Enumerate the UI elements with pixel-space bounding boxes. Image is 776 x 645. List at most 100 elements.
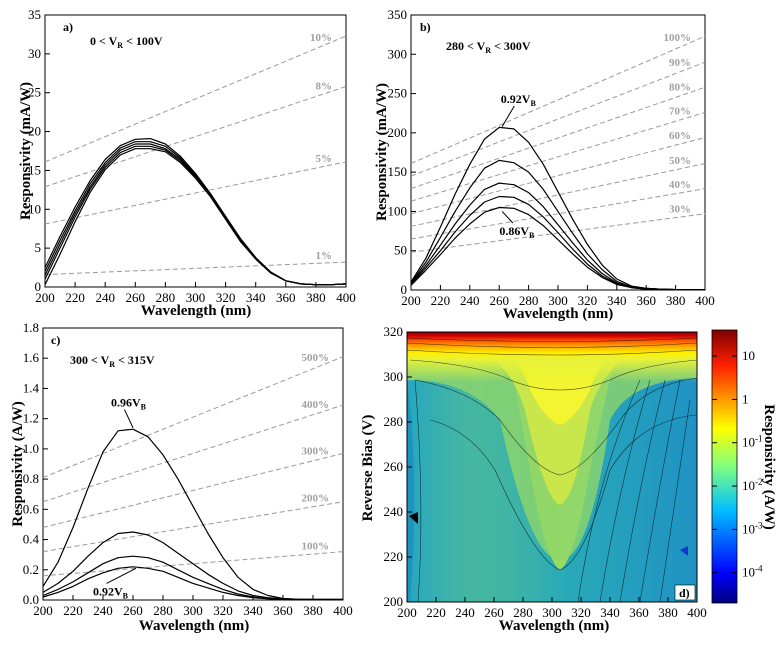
colorbar-tick-label: 10-3 bbox=[742, 520, 763, 536]
panel-d-colorbar: 10 1 10-1 10-2 10-3 10-4 Responsivity (A/W) bbox=[711, 329, 776, 604]
qe-line bbox=[42, 551, 344, 577]
y-tick-label: 300 bbox=[388, 46, 408, 61]
x-tick-label: 320 bbox=[578, 293, 598, 308]
panel-a-curves bbox=[44, 138, 347, 286]
y-tick-label: 30 bbox=[28, 46, 41, 61]
panel-b-quantum-efficiency-lines: 30% 40% 50% 60% 70% 80% 90% 100% bbox=[410, 32, 706, 253]
panel-c-condition: 300 < VR < 315V bbox=[70, 353, 155, 369]
panel-d-colorbar-ticks: 10 1 10-1 10-2 10-3 10-4 bbox=[712, 348, 763, 580]
qe-line bbox=[42, 452, 344, 528]
x-tick-label: 380 bbox=[658, 605, 678, 620]
panel-d-chart: 200 220 240 260 280 300 320 340 360 380 400 200 220… bbox=[360, 324, 776, 634]
x-tick-label: 380 bbox=[666, 293, 686, 308]
y-tick-label: 260 bbox=[384, 459, 404, 474]
panel-a-label: a) bbox=[63, 20, 73, 34]
qe-line-label: 50% bbox=[669, 155, 691, 167]
series-line bbox=[410, 182, 705, 291]
y-tick-label: 0.2 bbox=[23, 562, 39, 577]
panel-a-frame bbox=[44, 14, 347, 288]
x-tick-label: 340 bbox=[246, 290, 266, 305]
x-tick-label: 320 bbox=[216, 290, 236, 305]
series-line bbox=[44, 148, 347, 286]
y-tick-label: 320 bbox=[384, 324, 404, 339]
series-line bbox=[44, 141, 347, 286]
curve-annotation: 0.92VB bbox=[93, 584, 129, 600]
panel-c-x-ticks: 200 220 240 260 280 300 320 340 360 380 400 bbox=[33, 595, 353, 618]
qe-line-label: 200% bbox=[302, 492, 330, 504]
series-line bbox=[42, 566, 343, 601]
curve-annotation: 0.92VB bbox=[501, 92, 537, 108]
x-tick-label: 400 bbox=[687, 605, 707, 620]
y-tick-label: 0 bbox=[401, 282, 408, 297]
x-tick-label: 400 bbox=[695, 293, 715, 308]
qe-line-label: 100% bbox=[664, 32, 692, 44]
qe-line bbox=[44, 35, 347, 163]
qe-line-label: 500% bbox=[302, 352, 330, 364]
x-tick-label: 280 bbox=[153, 603, 173, 618]
x-tick-label: 200 bbox=[35, 290, 55, 305]
x-tick-label: 240 bbox=[460, 293, 480, 308]
panel-c-label: c) bbox=[51, 333, 60, 347]
annotation-pointer bbox=[124, 409, 134, 428]
qe-line bbox=[44, 161, 347, 225]
qe-line bbox=[410, 35, 706, 164]
panel-b-condition: 280 < VR < 300V bbox=[446, 39, 531, 55]
panel-b-curves bbox=[410, 126, 705, 291]
x-tick-label: 360 bbox=[276, 290, 296, 305]
series-line bbox=[42, 531, 343, 601]
panel-d-x-axis-label: Wavelength (nm) bbox=[499, 618, 609, 634]
y-tick-label: 1.2 bbox=[23, 411, 39, 426]
x-tick-label: 400 bbox=[333, 603, 353, 618]
y-tick-label: 200 bbox=[384, 594, 404, 609]
y-tick-label: 0 bbox=[35, 279, 42, 294]
qe-line bbox=[410, 61, 706, 177]
series-line bbox=[44, 138, 347, 286]
y-tick-label: 25 bbox=[28, 85, 41, 100]
qe-line bbox=[42, 404, 344, 503]
annotation-pointer bbox=[501, 105, 515, 127]
colorbar-tick-label: 10 bbox=[742, 348, 755, 363]
y-tick-label: 10 bbox=[28, 201, 41, 216]
x-tick-label: 360 bbox=[273, 603, 293, 618]
x-tick-label: 200 bbox=[33, 603, 53, 618]
panel-d-y-axis-label: Reverse Bias (V) bbox=[360, 415, 376, 522]
x-tick-label: 200 bbox=[397, 605, 417, 620]
panel-b-label: b) bbox=[420, 20, 431, 34]
y-tick-label: 150 bbox=[388, 164, 408, 179]
qe-line bbox=[42, 501, 344, 553]
qe-line-label: 5% bbox=[316, 153, 333, 165]
qe-line-label: 1% bbox=[316, 250, 333, 262]
panel-c-frame bbox=[42, 327, 344, 601]
y-tick-label: 0.6 bbox=[23, 501, 40, 516]
x-tick-label: 340 bbox=[600, 605, 620, 620]
panel-d-x-ticks: 200 220 240 260 280 300 320 340 360 380 400 bbox=[397, 597, 707, 620]
panel-b-x-axis-label: Wavelength (nm) bbox=[503, 306, 613, 322]
y-tick-label: 5 bbox=[35, 240, 42, 255]
qe-line-label: 60% bbox=[669, 130, 691, 142]
qe-line bbox=[44, 261, 347, 276]
panel-a-chart: 1%5%8%10% 200 220 240 260 280 300 320 340 360 380… bbox=[18, 7, 356, 319]
panel-c-y-ticks: 0.0 0.2 0.4 0.6 0.8 1.0 1.2 1.4 1.6 1.8 bbox=[23, 320, 48, 607]
panel-a-condition: 0 < VR < 100V bbox=[90, 34, 163, 50]
annotation-pointer bbox=[501, 211, 514, 224]
qe-line-label: 80% bbox=[669, 81, 691, 93]
colorbar-tick-label: 10-2 bbox=[742, 477, 763, 493]
x-tick-label: 240 bbox=[93, 603, 113, 618]
x-tick-label: 220 bbox=[431, 293, 451, 308]
qe-line-label: 300% bbox=[302, 446, 330, 458]
qe-line bbox=[410, 137, 706, 215]
panel-d-y-ticks: 200 220 240 260 280 300 320 bbox=[384, 324, 412, 609]
panel-b-chart: 30% 40% 50% 60% 70% 80% 90% 100% 0.92VB 0.86VB 2… bbox=[374, 7, 715, 322]
y-tick-label: 240 bbox=[384, 504, 404, 519]
y-tick-label: 250 bbox=[388, 86, 408, 101]
y-tick-label: 100 bbox=[388, 203, 408, 218]
x-tick-label: 380 bbox=[306, 290, 326, 305]
y-tick-label: 300 bbox=[384, 369, 404, 384]
colorbar-tick-label: 10-4 bbox=[742, 564, 763, 580]
x-tick-label: 220 bbox=[426, 605, 446, 620]
series-line bbox=[42, 555, 343, 601]
x-tick-label: 220 bbox=[65, 290, 85, 305]
curve-annotation: 0.86VB bbox=[499, 224, 535, 240]
panel-c-chart: 100% 200% 300% 400% 500% 0.96VB 0.92VB 200 220… bbox=[10, 320, 353, 634]
